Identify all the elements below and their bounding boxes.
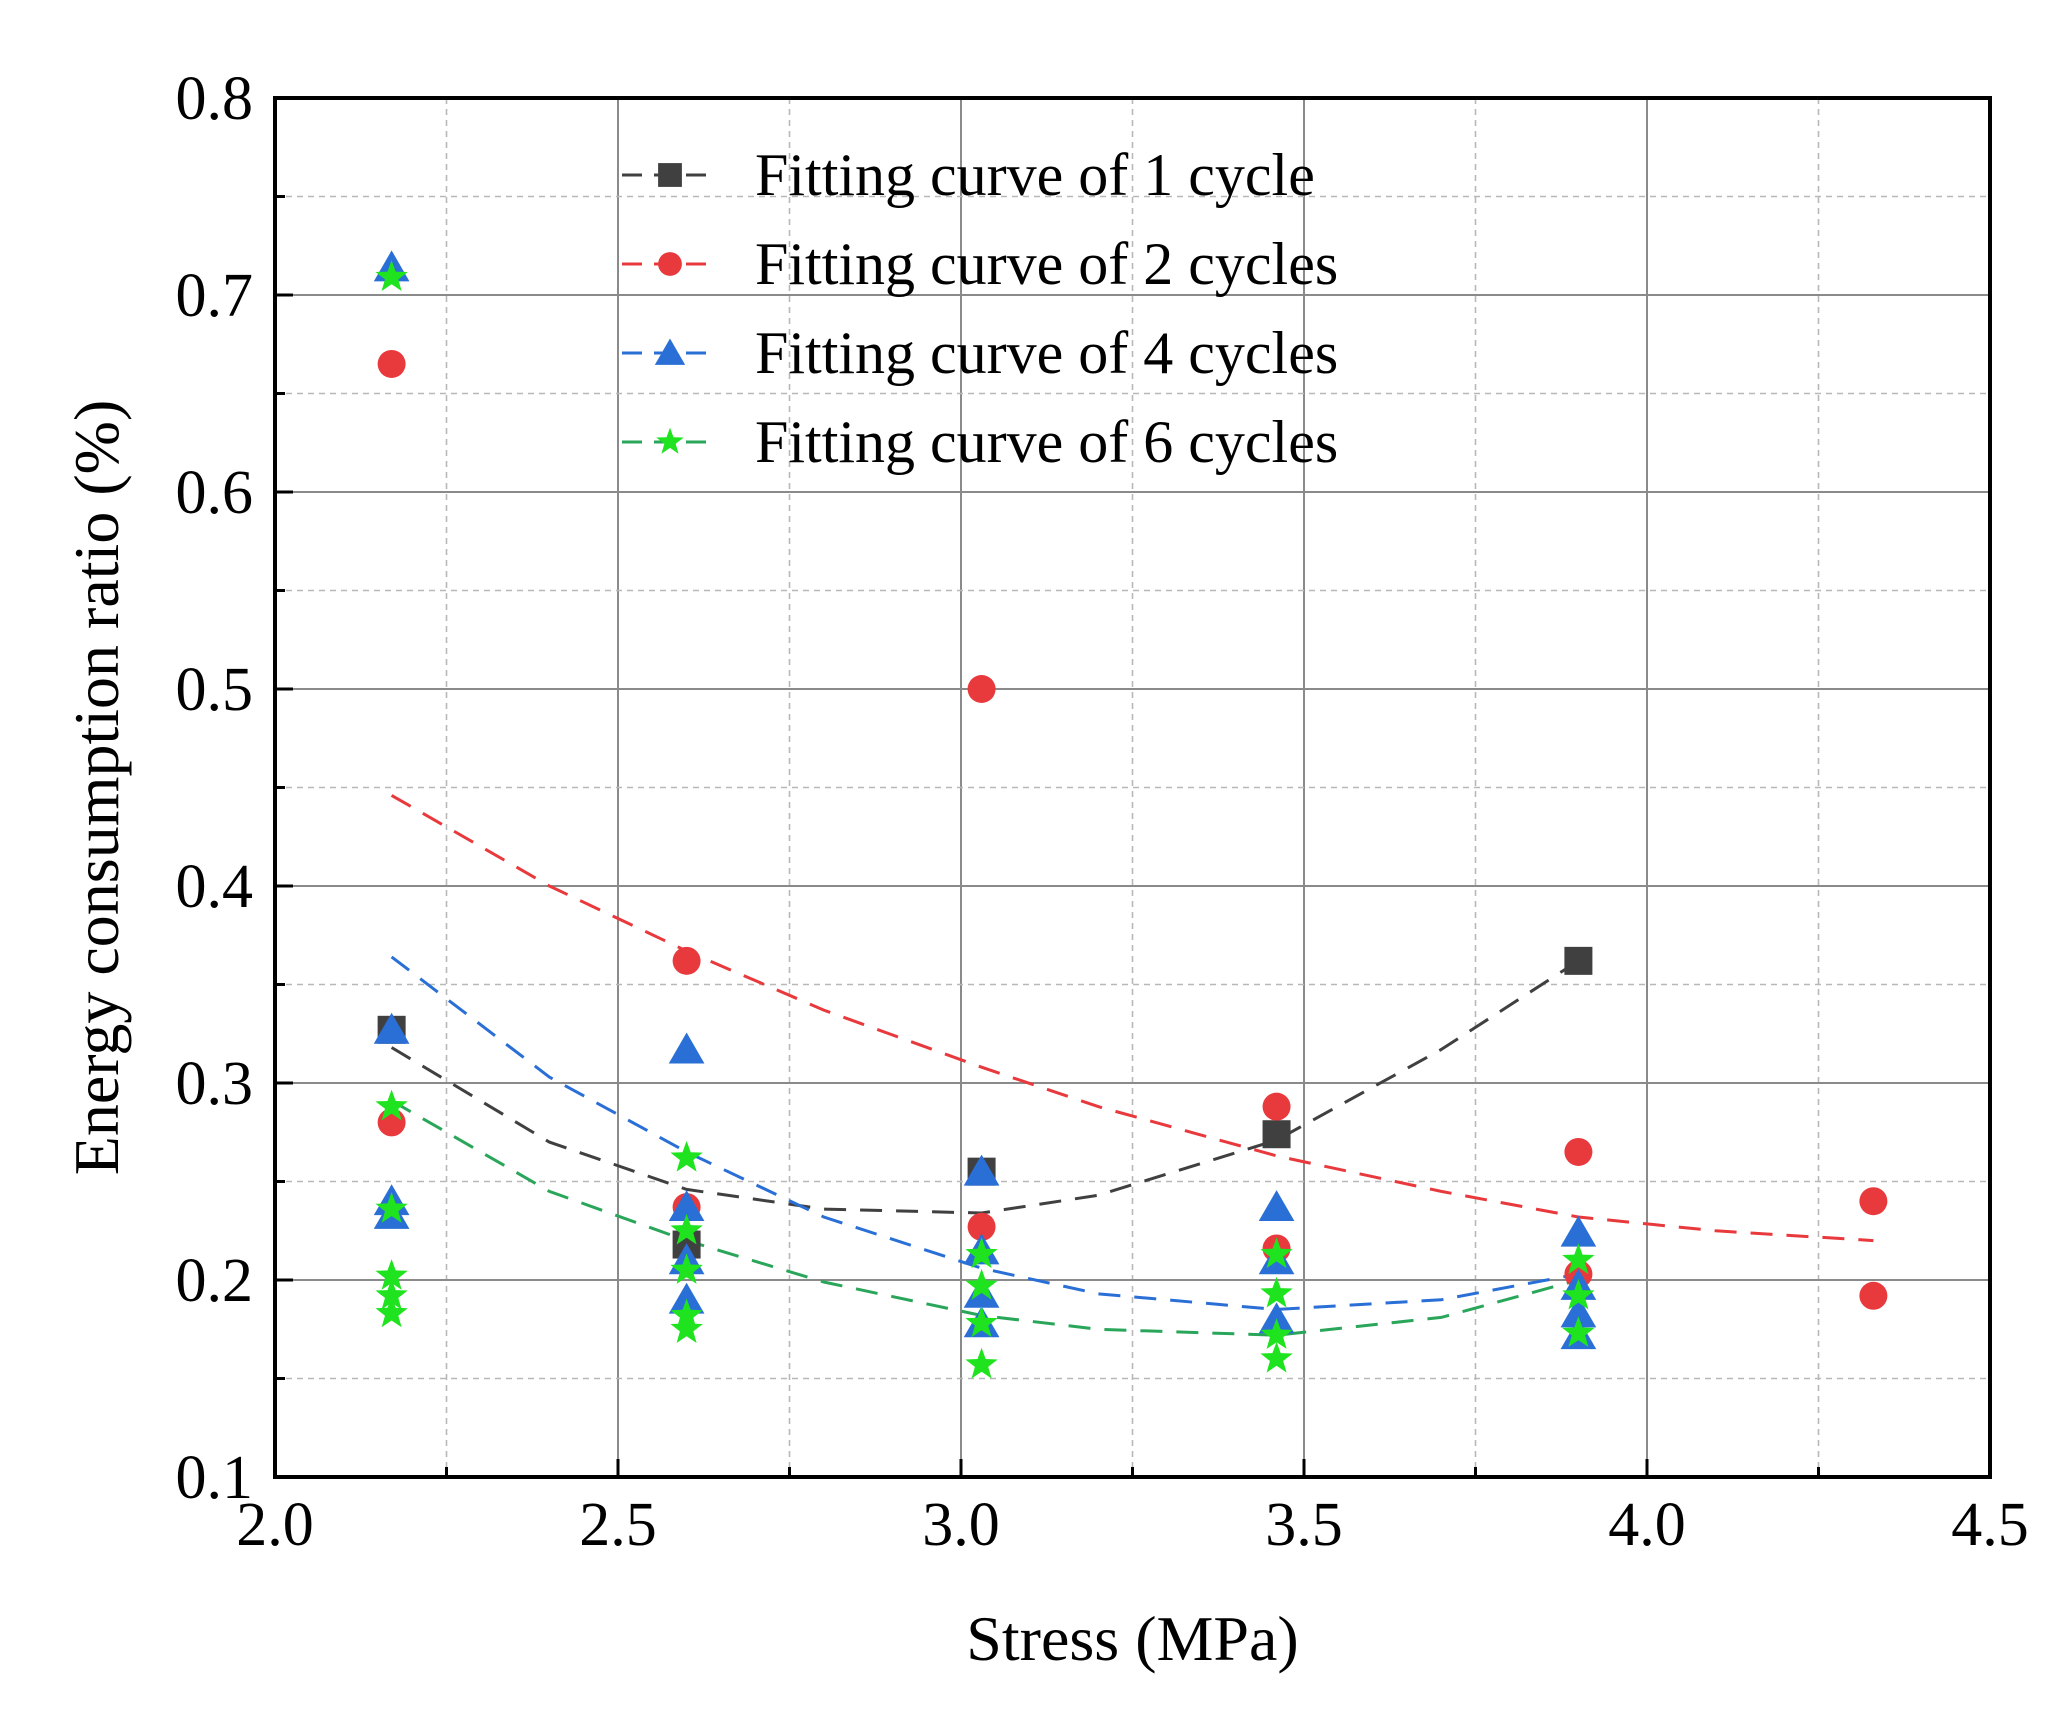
data-point-series-1 [1564,946,1593,975]
data-point-series-3 [1258,1190,1295,1222]
legend-label: Fitting curve of 4 cycles [755,320,1338,386]
data-points [373,250,1888,1379]
data-point-series-4 [375,1296,408,1328]
data-point-series-4 [670,1312,703,1343]
x-tick-label: 4.0 [1608,1491,1686,1559]
legend-label: Fitting curve of 6 cycles [755,409,1338,475]
y-tick-label: 0.7 [176,262,254,330]
data-point-series-3 [668,1282,705,1314]
legend-label: Fitting curve of 1 cycle [755,142,1315,208]
legend-marker-4 [656,427,684,454]
data-point-series-2 [1859,1281,1888,1310]
data-point-series-4 [375,1259,408,1290]
fit-curve-series-3 [390,955,1579,1312]
data-point-series-3 [1560,1296,1597,1328]
axis-ticks [273,96,1992,1479]
fit-curve-series-2 [390,794,1874,1243]
y-tick-label: 0.6 [176,459,254,527]
x-tick-label: 3.5 [1265,1491,1343,1559]
data-point-series-2 [377,349,406,378]
x-axis-title: Stress (MPa) [966,1603,1298,1674]
legend-marker-2 [658,252,682,276]
data-point-series-3 [963,1154,1000,1186]
data-point-series-4 [1260,1237,1293,1269]
x-tick-label: 2.0 [236,1491,314,1559]
grid-lines [274,97,1991,1478]
data-point-series-3 [668,1190,705,1222]
data-point-series-4 [1260,1318,1293,1349]
data-point-series-2 [1262,1092,1291,1121]
data-point-series-2 [1564,1137,1593,1166]
data-point-series-4 [375,260,408,291]
y-tick-label: 0.8 [176,65,254,133]
y-axis-tick-labels: 0.1 0.2 0.3 0.4 0.5 0.6 0.7 0.8 [176,65,254,1512]
data-point-series-4 [1562,1243,1595,1275]
y-tick-label: 0.5 [176,656,254,724]
x-tick-label: 2.5 [579,1491,657,1559]
data-point-series-4 [1260,1341,1293,1373]
data-point-series-3 [1560,1215,1597,1247]
legend-marker-1 [658,163,682,187]
data-point-series-4 [1260,1276,1293,1308]
data-point-series-4 [670,1213,703,1245]
x-tick-label: 4.5 [1951,1491,2029,1559]
data-point-series-1 [1262,1120,1291,1149]
data-point-series-4 [670,1253,703,1284]
legend-marker-3 [654,338,686,365]
data-point-series-4 [1562,1316,1595,1347]
x-axis-tick-labels: 2.0 2.5 3.0 3.5 4.0 4.5 [236,1491,2029,1559]
y-tick-label: 0.1 [176,1444,254,1512]
y-tick-label: 0.4 [176,853,254,921]
data-point-series-4 [1562,1278,1595,1310]
y-axis-title: Energy consumption ratio (%) [61,400,132,1176]
data-point-series-3 [1258,1302,1295,1334]
data-point-series-4 [375,1192,408,1223]
data-point-series-4 [670,1140,703,1172]
data-point-series-2 [672,946,701,975]
data-point-series-3 [668,1032,705,1064]
data-point-series-3 [373,1012,410,1044]
data-point-series-2 [1859,1187,1888,1216]
data-point-series-4 [375,1089,408,1121]
x-tick-label: 3.0 [922,1491,1000,1559]
data-point-series-4 [965,1306,998,1338]
data-point-series-2 [967,675,996,703]
data-point-series-4 [375,1278,408,1310]
legend: Fitting curve of 1 cycle Fitting curve of… [622,142,1338,475]
data-point-series-2 [967,1212,996,1241]
data-point-series-4 [965,1347,998,1379]
data-point-series-4 [965,1237,998,1269]
y-tick-label: 0.2 [176,1247,254,1315]
data-point-series-4 [965,1268,998,1300]
legend-label: Fitting curve of 2 cycles [755,231,1338,297]
y-tick-label: 0.3 [176,1050,254,1118]
